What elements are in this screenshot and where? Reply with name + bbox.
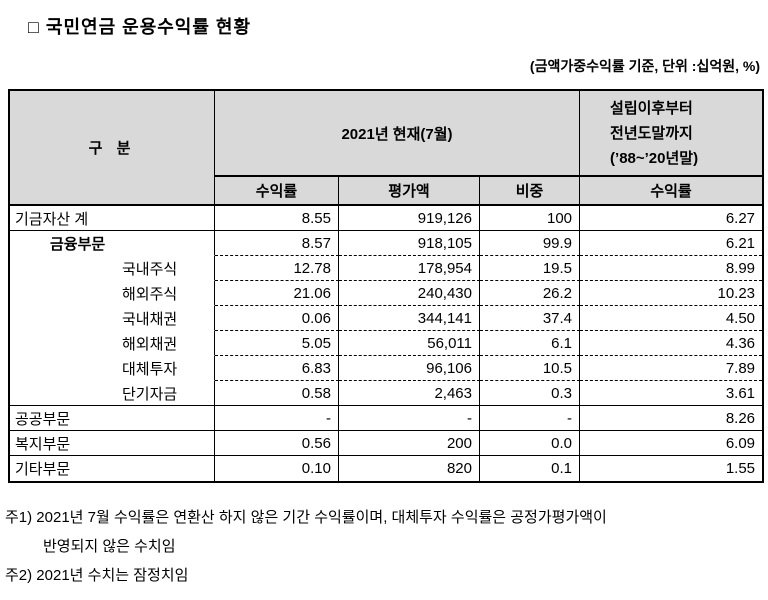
cell-return-inception: 4.36 [580, 331, 763, 356]
header-return: 수익률 [215, 177, 339, 206]
header-weight: 비중 [480, 177, 581, 206]
row-label: 기금자산 계 [10, 206, 215, 231]
cell-return-inception: 3.61 [580, 381, 763, 406]
cell-weight: 19.5 [480, 256, 581, 281]
cell-return-2021: 5.05 [215, 331, 339, 356]
row-label: 기타부문 [10, 456, 215, 481]
footnote-1-line-2: 반영되지 않은 수치임 [43, 538, 176, 555]
cell-return-2021: 0.06 [215, 306, 339, 331]
page-title: 국민연금 운용수익률 현황 [45, 17, 252, 37]
cell-valuation: 96,106 [339, 356, 480, 381]
cell-return-inception: 6.21 [580, 231, 763, 256]
row-label: 단기자금 [10, 381, 215, 406]
cell-return-2021: 0.56 [215, 431, 339, 456]
row-label: 복지부문 [10, 431, 215, 456]
footnote-2: 주2) 2021년 수치는 잠정치임 [5, 567, 189, 584]
cell-return-2021: 6.83 [215, 356, 339, 381]
cell-return-2021: 21.06 [215, 281, 339, 306]
table-row-other: 기타부문 0.10 820 0.1 1.55 [10, 456, 763, 481]
cell-return-inception: 4.50 [580, 306, 763, 331]
cell-return-2021: 0.58 [215, 381, 339, 406]
header-since-line-2: 전년도말까지 [610, 124, 693, 142]
table-row-alternative: 대체투자 6.83 96,106 10.5 7.89 [10, 356, 763, 381]
cell-valuation: 344,141 [339, 306, 480, 331]
cell-weight: 10.5 [480, 356, 581, 381]
row-label: 국내주식 [10, 256, 215, 281]
header-since-line-3: (’88~’20년말) [610, 149, 699, 167]
header-since-line-1: 설립이후부터 [610, 99, 693, 117]
cell-weight: 37.4 [480, 306, 581, 331]
table-row-global-equity: 해외주식 21.06 240,430 26.2 10.23 [10, 281, 763, 306]
return-rate-table: 구 분 2021년 현재(7월) 설립이후부터 전년도말까지 (’88~’20년… [8, 89, 765, 483]
cell-weight: 100 [480, 206, 581, 231]
table-row-short-term: 단기자금 0.58 2,463 0.3 3.61 [10, 381, 763, 406]
cell-return-inception: 8.99 [580, 256, 763, 281]
header-category: 구 분 [10, 91, 215, 206]
table-row-public: 공공부문 - - - 8.26 [10, 406, 763, 431]
header-since-inception: 설립이후부터 전년도말까지 (’88~’20년말) [580, 91, 763, 177]
cell-return-inception: 8.26 [580, 406, 763, 431]
cell-return-2021: - [215, 406, 339, 431]
cell-weight: 0.3 [480, 381, 581, 406]
table-row-welfare: 복지부문 0.56 200 0.0 6.09 [10, 431, 763, 456]
cell-return-inception: 6.09 [580, 431, 763, 456]
table-row-global-bond: 해외채권 5.05 56,011 6.1 4.36 [10, 331, 763, 356]
row-label: 해외주식 [10, 281, 215, 306]
header-row-2: 수익률 평가액 비중 수익률 [10, 177, 763, 206]
cell-return-2021: 8.57 [215, 231, 339, 256]
footnote-1-line-1: 주1) 2021년 7월 수익률은 연환산 하지 않은 기간 수익률이며, 대체… [5, 509, 607, 526]
cell-return-2021: 0.10 [215, 456, 339, 481]
cell-return-inception: 6.27 [580, 206, 763, 231]
cell-return-2021: 12.78 [215, 256, 339, 281]
cell-return-inception: 1.55 [580, 456, 763, 481]
cell-valuation: 820 [339, 456, 480, 481]
row-label: 해외채권 [10, 331, 215, 356]
table-row-domestic-equity: 국내주식 12.78 178,954 19.5 8.99 [10, 256, 763, 281]
row-label: 대체투자 [10, 356, 215, 381]
cell-weight: 0.0 [480, 431, 581, 456]
table-row-financial: 금융부문 8.57 918,105 99.9 6.21 [10, 231, 763, 256]
cell-valuation: 200 [339, 431, 480, 456]
square-bullet-icon: □ [28, 17, 40, 37]
page-title-row: □ 국민연금 운용수익률 현황 [28, 13, 760, 39]
cell-valuation: 919,126 [339, 206, 480, 231]
table-row-domestic-bond: 국내채권 0.06 344,141 37.4 4.50 [10, 306, 763, 331]
cell-valuation: 240,430 [339, 281, 480, 306]
cell-weight: 99.9 [480, 231, 581, 256]
cell-return-inception: 7.89 [580, 356, 763, 381]
cell-return-inception: 10.23 [580, 281, 763, 306]
cell-weight: 6.1 [480, 331, 581, 356]
row-label: 공공부문 [10, 406, 215, 431]
cell-weight: 26.2 [480, 281, 581, 306]
cell-valuation: 56,011 [339, 331, 480, 356]
row-label: 국내채권 [10, 306, 215, 331]
table-row-total: 기금자산 계 8.55 919,126 100 6.27 [10, 206, 763, 231]
footnotes: 주1) 2021년 7월 수익률은 연환산 하지 않은 기간 수익률이며, 대체… [5, 503, 760, 590]
cell-valuation: - [339, 406, 480, 431]
row-label: 금융부문 [10, 231, 215, 256]
cell-return-2021: 8.55 [215, 206, 339, 231]
cell-valuation: 178,954 [339, 256, 480, 281]
unit-note: (금액가중수익률 기준, 단위 :십억원, %) [529, 58, 760, 74]
cell-weight: - [480, 406, 581, 431]
cell-weight: 0.1 [480, 456, 581, 481]
header-inception-return: 수익률 [580, 177, 763, 206]
header-row-1: 구 분 2021년 현재(7월) 설립이후부터 전년도말까지 (’88~’20년… [10, 91, 763, 206]
cell-valuation: 2,463 [339, 381, 480, 406]
header-current-period: 2021년 현재(7월) [215, 91, 581, 177]
header-valuation: 평가액 [339, 177, 480, 206]
cell-valuation: 918,105 [339, 231, 480, 256]
